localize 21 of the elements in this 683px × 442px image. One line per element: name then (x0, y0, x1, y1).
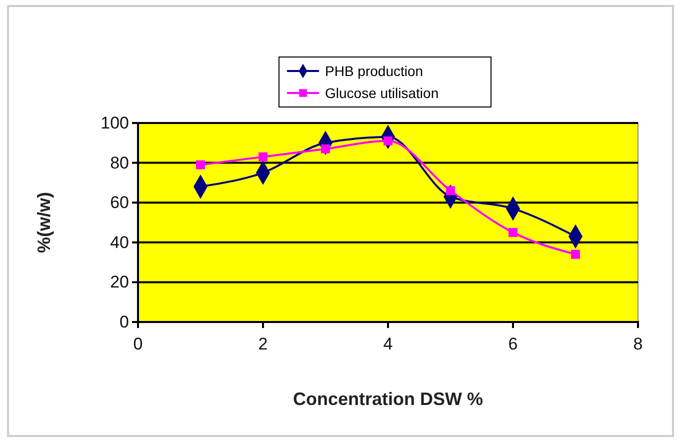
x-tick-label: 8 (633, 334, 643, 354)
point (321, 144, 330, 154)
y-tick-label: 100 (100, 113, 129, 132)
y-tick-label: 40 (110, 232, 129, 252)
x-tick-label: 0 (133, 334, 143, 354)
y-axis-title: %(w/w) (34, 192, 54, 253)
y-tick-label: 20 (110, 272, 129, 292)
point (258, 152, 268, 162)
y-tick-label: 60 (110, 193, 129, 212)
x-axis-title: Concentration DSW % (292, 389, 484, 409)
point (508, 228, 518, 237)
point (196, 160, 205, 170)
legend-label: PHB production (325, 63, 424, 79)
y-tick-label: 80 (110, 153, 129, 172)
legend-label: Glucose utilisation (325, 85, 439, 101)
point (446, 186, 455, 196)
point (571, 250, 580, 259)
y-tick-label: 0 (120, 312, 129, 332)
x-tick-label: 4 (383, 334, 393, 354)
x-tick-label: 6 (508, 334, 518, 354)
x-tick-label: 2 (258, 334, 268, 354)
